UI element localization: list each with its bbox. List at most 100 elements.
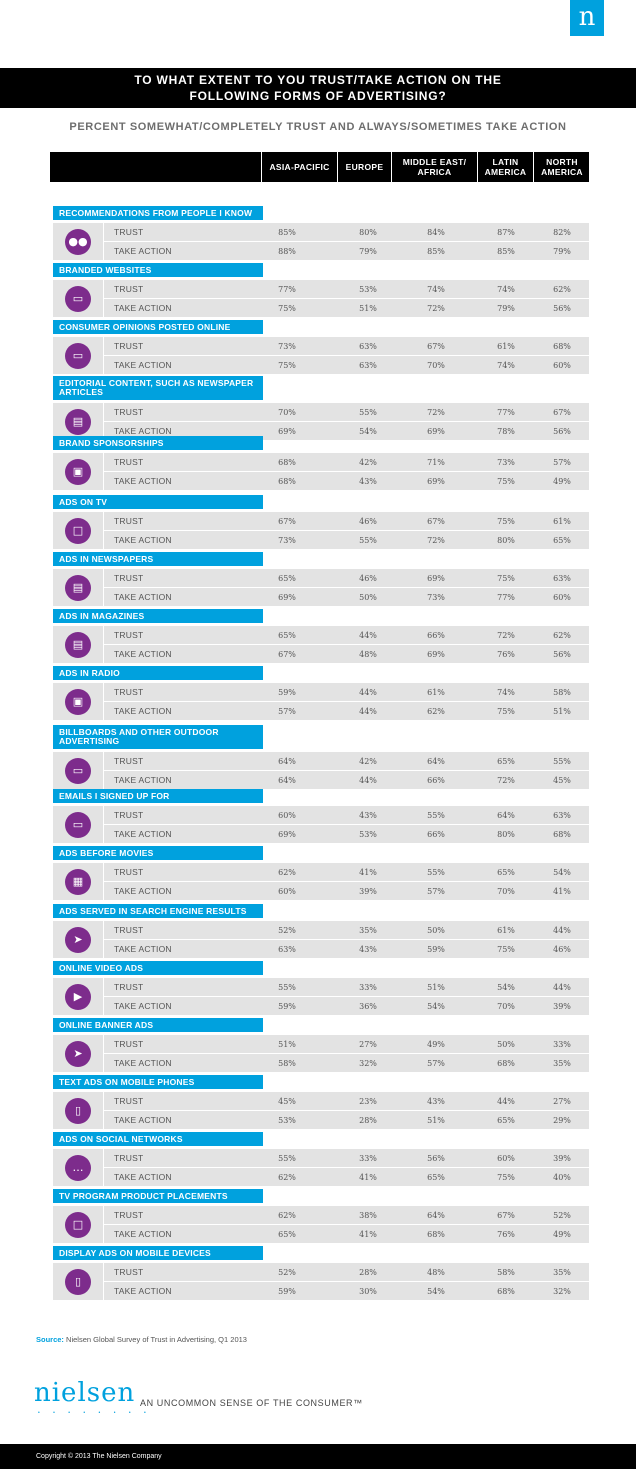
row-label: TAKE ACTION [114, 1115, 172, 1125]
cell-value: 68% [427, 1229, 445, 1239]
cell-value: 69% [278, 592, 296, 602]
take-action-row: TAKE ACTION 57% 44% 62% 75% 51% [104, 702, 589, 720]
category-label: ADS IN RADIO [53, 666, 263, 680]
row-label: TRUST [114, 982, 144, 992]
cell-value: 32% [359, 1058, 377, 1068]
row-label: TRUST [114, 630, 144, 640]
cell-value: 27% [359, 1039, 377, 1049]
cell-value: 68% [497, 1058, 515, 1068]
cell-value: 80% [497, 829, 515, 839]
take-action-row: TAKE ACTION 73% 55% 72% 80% 65% [104, 531, 589, 549]
cell-value: 76% [497, 649, 515, 659]
trust-row: TRUST 52% 35% 50% 61% 44% [104, 921, 589, 939]
row-label: TRUST [114, 284, 144, 294]
row-label: TAKE ACTION [114, 1058, 172, 1068]
wordmark-dots: • • • • • • • • [38, 1410, 152, 1416]
trophy-icon: ▣ [65, 458, 91, 485]
cell-value: 73% [278, 341, 296, 351]
row-label: TAKE ACTION [114, 476, 172, 486]
category-icon-box: □ [53, 512, 103, 549]
cell-value: 46% [359, 516, 377, 526]
page-subtitle: PERCENT SOMEWHAT/COMPLETELY TRUST AND AL… [69, 121, 567, 133]
table-header: ASIA-PACIFIC EUROPE MIDDLE EAST/AFRICA L… [50, 152, 589, 182]
row-label: TAKE ACTION [114, 649, 172, 659]
cell-value: 69% [427, 476, 445, 486]
take-action-row: TAKE ACTION 65% 41% 68% 76% 49% [104, 1225, 589, 1243]
trust-row: TRUST 45% 23% 43% 44% 27% [104, 1092, 589, 1110]
source-note: Source: Nielsen Global Survey of Trust i… [36, 1335, 247, 1344]
cell-value: 55% [359, 535, 377, 545]
row-label: TAKE ACTION [114, 1001, 172, 1011]
cell-value: 87% [497, 227, 515, 237]
take-action-row: TAKE ACTION 58% 32% 57% 68% 35% [104, 1054, 589, 1072]
trust-row: TRUST 68% 42% 71% 73% 57% [104, 453, 589, 471]
people-icon: ●● [65, 228, 91, 255]
cell-value: 72% [427, 407, 445, 417]
cell-value: 64% [278, 775, 296, 785]
category-icon-box: ▤ [53, 403, 103, 440]
cell-value: 33% [359, 982, 377, 992]
cell-value: 60% [497, 1153, 515, 1163]
category-icon-box: ▦ [53, 863, 103, 900]
category-label: ADS BEFORE MOVIES [53, 846, 263, 860]
cell-value: 41% [359, 867, 377, 877]
cell-value: 77% [497, 592, 515, 602]
category-label: BRAND SPONSORSHIPS [53, 436, 263, 450]
cell-value: 27% [553, 1096, 571, 1106]
take-action-row: TAKE ACTION 59% 30% 54% 68% 32% [104, 1282, 589, 1300]
cell-value: 63% [359, 360, 377, 370]
row-label: TRUST [114, 810, 144, 820]
cell-value: 35% [359, 925, 377, 935]
row-label: TAKE ACTION [114, 944, 172, 954]
chat-icon: … [65, 1154, 91, 1181]
cell-value: 62% [278, 1172, 296, 1182]
cell-value: 45% [553, 775, 571, 785]
cell-value: 65% [497, 867, 515, 877]
cell-value: 65% [278, 630, 296, 640]
cell-value: 85% [427, 246, 445, 256]
row-label: TRUST [114, 925, 144, 935]
take-action-row: TAKE ACTION 75% 63% 70% 74% 60% [104, 356, 589, 374]
row-label: TAKE ACTION [114, 246, 172, 256]
row-label: TAKE ACTION [114, 303, 172, 313]
cell-value: 43% [359, 810, 377, 820]
cell-value: 39% [553, 1153, 571, 1163]
phone-icon: ▯ [65, 1268, 91, 1295]
cell-value: 60% [553, 360, 571, 370]
row-label: TAKE ACTION [114, 829, 172, 839]
cell-value: 51% [427, 1115, 445, 1125]
cell-value: 44% [553, 925, 571, 935]
cell-value: 69% [427, 573, 445, 583]
col-north-america: NORTH AMERICA [533, 152, 590, 182]
cell-value: 79% [497, 303, 515, 313]
browser-icon: ▭ [65, 285, 91, 312]
newspaper-icon: ▤ [65, 574, 91, 601]
take-action-row: TAKE ACTION 60% 39% 57% 70% 41% [104, 882, 589, 900]
take-action-row: TAKE ACTION 68% 43% 69% 75% 49% [104, 472, 589, 490]
cell-value: 51% [278, 1039, 296, 1049]
cell-value: 62% [278, 1210, 296, 1220]
cell-value: 59% [278, 1286, 296, 1296]
cell-value: 29% [553, 1115, 571, 1125]
cell-value: 68% [497, 1286, 515, 1296]
cell-value: 63% [553, 573, 571, 583]
cell-value: 79% [553, 246, 571, 256]
cell-value: 23% [359, 1096, 377, 1106]
category-icon-box: ▶ [53, 978, 103, 1015]
cell-value: 33% [359, 1153, 377, 1163]
category-icon-box: ▣ [53, 453, 103, 490]
cell-value: 80% [359, 227, 377, 237]
cell-value: 63% [359, 341, 377, 351]
cell-value: 46% [359, 573, 377, 583]
cell-value: 58% [553, 687, 571, 697]
cell-value: 57% [553, 457, 571, 467]
radio-icon: ▣ [65, 688, 91, 715]
row-label: TRUST [114, 457, 144, 467]
cell-value: 63% [278, 944, 296, 954]
cell-value: 61% [427, 687, 445, 697]
cell-value: 28% [359, 1267, 377, 1277]
cell-value: 66% [427, 829, 445, 839]
cell-value: 49% [553, 1229, 571, 1239]
cell-value: 28% [359, 1115, 377, 1125]
cell-value: 75% [278, 360, 296, 370]
